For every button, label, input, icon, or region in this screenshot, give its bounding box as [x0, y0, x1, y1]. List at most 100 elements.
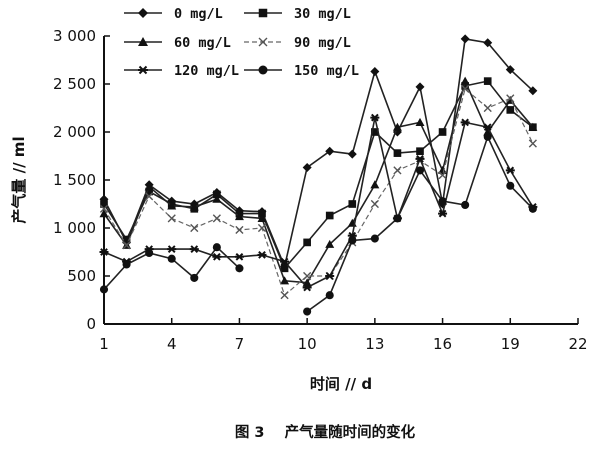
legend-marker — [138, 37, 148, 46]
data-point — [460, 76, 470, 85]
data-point — [213, 190, 221, 199]
data-point — [438, 128, 447, 136]
x-axis-title: 时间 // d — [310, 375, 372, 393]
data-point — [461, 84, 470, 93]
data-point — [506, 106, 515, 114]
data-point — [212, 252, 222, 261]
x-tick-label: 13 — [365, 335, 384, 353]
x-tick-label: 19 — [501, 335, 520, 353]
data-point — [325, 272, 335, 280]
data-point — [325, 291, 334, 300]
series-layer — [99, 34, 538, 316]
data-point — [415, 166, 425, 175]
legend-item: 60 mg/L — [124, 35, 231, 51]
data-point — [416, 147, 424, 156]
x-tick-label: 22 — [568, 335, 587, 353]
data-point — [392, 122, 402, 131]
legend-marker — [138, 8, 148, 18]
data-point — [528, 139, 537, 148]
data-point — [99, 204, 109, 213]
data-point — [189, 245, 199, 253]
data-point — [99, 248, 109, 256]
legend-label: 30 mg/L — [294, 6, 351, 22]
data-point — [212, 214, 221, 223]
data-point — [302, 283, 312, 292]
data-point — [144, 182, 154, 191]
data-point — [415, 82, 425, 92]
data-point — [258, 209, 266, 218]
data-point — [212, 243, 221, 252]
data-point — [234, 252, 244, 261]
data-point — [234, 211, 244, 221]
x-tick-label: 7 — [235, 335, 245, 353]
data-point — [257, 251, 267, 259]
data-point — [212, 194, 222, 203]
data-point — [438, 209, 448, 218]
data-point — [190, 273, 199, 282]
y-axis-ticks: 0 500 1 000 1 500 2 000 2 500 3 000 — [53, 27, 110, 333]
data-point — [528, 122, 538, 131]
data-point — [370, 67, 380, 77]
data-point — [505, 65, 515, 75]
data-point — [100, 200, 108, 208]
data-point — [167, 214, 176, 223]
series-x — [99, 84, 537, 300]
data-point — [415, 155, 425, 163]
data-point — [167, 245, 177, 253]
y-tick-label: 1 000 — [53, 219, 96, 237]
data-point — [122, 260, 131, 269]
series-square — [100, 77, 537, 273]
series-line — [103, 80, 534, 270]
y-tick-label: 2 500 — [53, 75, 96, 93]
data-point — [370, 180, 380, 189]
legend-marker — [258, 8, 268, 18]
data-point — [371, 128, 379, 136]
legend-label: 60 mg/L — [174, 35, 231, 51]
data-point — [145, 192, 154, 201]
series-line — [103, 134, 534, 313]
series-triangle — [99, 76, 538, 287]
series-asterisk — [99, 113, 538, 292]
data-point — [303, 307, 312, 316]
data-point — [505, 166, 515, 175]
data-point — [483, 103, 492, 113]
legend-marker — [138, 65, 148, 75]
series-line — [103, 78, 534, 284]
data-point — [483, 38, 493, 48]
data-point — [506, 94, 515, 103]
data-point — [122, 241, 131, 250]
data-point — [347, 149, 357, 159]
data-point — [235, 225, 244, 235]
data-point — [280, 291, 289, 300]
x-tick-label: 4 — [167, 335, 177, 353]
legend: 0 mg/L 30 mg/L 60 mg/L 90 mg/L 120 mg/L 150 m… — [124, 6, 359, 79]
data-point — [280, 276, 290, 285]
y-axis-title: 产气量 // ml — [10, 136, 28, 223]
data-point — [280, 264, 289, 273]
data-point — [483, 132, 492, 141]
data-point — [167, 254, 176, 263]
y-tick-label: 2 000 — [53, 123, 96, 141]
data-point — [303, 271, 312, 281]
data-point — [303, 238, 311, 247]
data-point — [393, 166, 402, 175]
data-point — [483, 77, 492, 85]
data-point — [145, 187, 153, 196]
x-axis-ticks: 1 4 7 10 13 16 19 22 — [99, 318, 588, 353]
x-tick-label: 10 — [298, 335, 317, 353]
data-point — [393, 214, 402, 223]
y-tick-label: 3 000 — [53, 27, 96, 45]
x-tick-label: 16 — [433, 335, 452, 353]
data-point — [506, 181, 515, 190]
data-point — [257, 213, 267, 222]
data-point — [280, 257, 290, 266]
legend-label: 150 mg/L — [294, 63, 359, 79]
series-circle — [99, 132, 537, 316]
legend-item: 30 mg/L — [244, 6, 351, 22]
data-point — [370, 113, 380, 122]
legend-item: 120 mg/L — [124, 63, 239, 79]
legend-marker — [258, 65, 268, 75]
data-point — [190, 223, 199, 233]
data-point — [460, 34, 470, 44]
